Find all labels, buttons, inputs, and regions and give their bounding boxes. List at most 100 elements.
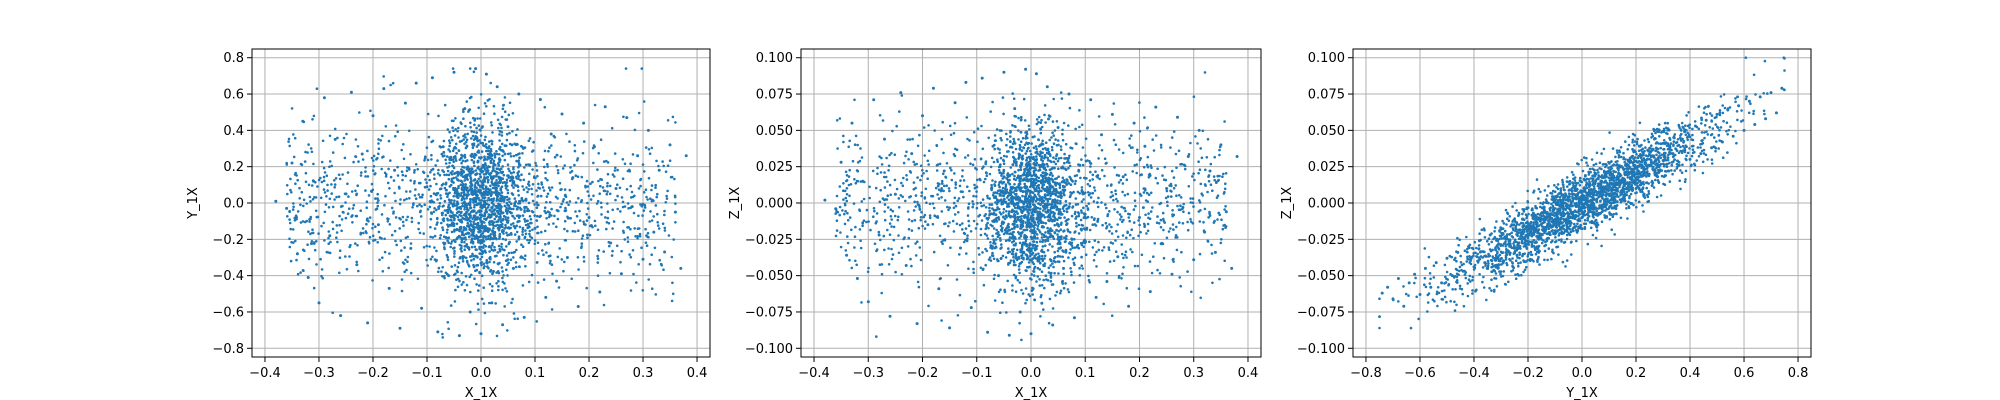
scatter-point xyxy=(1001,254,1005,258)
data-point xyxy=(414,81,418,85)
scatter-point xyxy=(498,247,502,251)
scatter-point xyxy=(535,169,539,172)
scatter-point xyxy=(331,311,335,315)
scatter-point xyxy=(895,124,898,128)
scatter-point xyxy=(340,229,343,233)
scatter-point xyxy=(315,87,319,90)
scatter-point xyxy=(1096,217,1100,221)
scatter-point xyxy=(957,211,960,214)
scatter-point xyxy=(527,241,531,245)
scatter-point xyxy=(1073,256,1077,260)
scatter-point xyxy=(1217,211,1220,215)
scatter-point xyxy=(1030,142,1033,145)
scatter-point xyxy=(906,210,910,213)
scatter-point xyxy=(510,251,513,255)
scatter-point xyxy=(307,143,310,146)
scatter-point xyxy=(527,188,530,191)
scatter-point xyxy=(476,236,480,239)
scatter-point xyxy=(853,178,856,181)
scatter-point xyxy=(372,154,376,158)
scatter-point xyxy=(502,103,506,107)
scatter-point xyxy=(505,212,509,215)
scatter-point xyxy=(576,255,580,259)
subplots-container: −0.4 −0.3 −0.2 −0.1 0.0 0.1 0.2 0.3 0.4−0.8−0.6−… xyxy=(186,48,1812,400)
scatter-point xyxy=(404,236,408,240)
scatter-point xyxy=(490,248,494,252)
scatter-point xyxy=(456,170,460,174)
scatter-point xyxy=(547,149,550,153)
scatter-point xyxy=(493,235,496,239)
scatter-point xyxy=(536,241,540,244)
scatter-point xyxy=(460,230,464,234)
data-point xyxy=(301,119,305,123)
scatter-point xyxy=(464,140,468,144)
scatter-point xyxy=(1044,180,1047,184)
scatter-point xyxy=(998,211,1002,214)
scatter-point xyxy=(1033,232,1036,235)
scatter-point xyxy=(506,198,509,202)
scatter-point xyxy=(499,123,503,127)
scatter-point xyxy=(566,215,569,219)
scatter-point xyxy=(460,161,463,165)
scatter-point xyxy=(478,190,481,194)
scatter-point xyxy=(581,151,585,155)
scatter-point xyxy=(1171,209,1174,212)
scatter-point xyxy=(1013,142,1017,145)
scatter-point xyxy=(481,251,485,254)
scatter-point xyxy=(458,235,462,239)
scatter-point xyxy=(323,191,327,194)
scatter-point xyxy=(1020,149,1024,152)
scatter-point xyxy=(565,132,568,136)
scatter-point xyxy=(477,124,481,127)
scatter-point xyxy=(1175,166,1178,169)
scatter-point xyxy=(1043,194,1047,197)
scatter-point xyxy=(921,169,924,172)
scatter-point xyxy=(1052,160,1056,164)
scatter-point xyxy=(484,224,487,228)
scatter-point xyxy=(435,223,439,226)
scatter-point xyxy=(531,199,535,203)
scatter-point xyxy=(307,257,311,261)
scatter-point xyxy=(985,249,989,253)
scatter-point xyxy=(868,196,871,200)
scatter-point xyxy=(886,180,889,183)
scatter-point xyxy=(844,209,847,213)
scatter-point xyxy=(633,128,637,132)
scatter-point xyxy=(487,196,490,200)
scatter-point xyxy=(504,208,508,212)
scatter-point xyxy=(1094,170,1097,173)
scatter-point xyxy=(663,213,666,217)
scatter-point xyxy=(459,255,462,259)
scatter-point xyxy=(526,190,529,194)
scatter-point xyxy=(302,198,306,202)
scatter-point xyxy=(880,163,884,166)
scatter-point xyxy=(605,192,609,196)
scatter-point xyxy=(493,254,497,258)
scatter-point xyxy=(878,114,882,117)
scatter-point xyxy=(1112,102,1116,105)
scatter-point xyxy=(996,232,1000,235)
scatter-point xyxy=(635,281,638,284)
scatter-point xyxy=(429,171,432,174)
scatter-point xyxy=(319,257,322,261)
scatter-point xyxy=(1179,204,1182,207)
scatter-point xyxy=(517,236,521,240)
scatter-point xyxy=(1017,168,1020,172)
scatter-point xyxy=(449,304,453,307)
scatter-point xyxy=(514,265,518,269)
scatter-point xyxy=(287,140,290,143)
scatter-point xyxy=(331,220,335,224)
scatter-point xyxy=(654,204,658,207)
scatter-point xyxy=(482,180,485,183)
scatter-point xyxy=(304,171,308,175)
scatter-point xyxy=(459,227,463,231)
scatter-point xyxy=(986,194,989,198)
scatter-point xyxy=(562,269,565,273)
scatter-point xyxy=(1021,250,1024,254)
scatter-point xyxy=(1080,200,1084,203)
scatter-point xyxy=(512,222,515,225)
scatter-point xyxy=(388,187,391,190)
scatter-point xyxy=(884,175,888,179)
scatter-point xyxy=(559,155,563,158)
scatter-point xyxy=(1025,175,1028,178)
